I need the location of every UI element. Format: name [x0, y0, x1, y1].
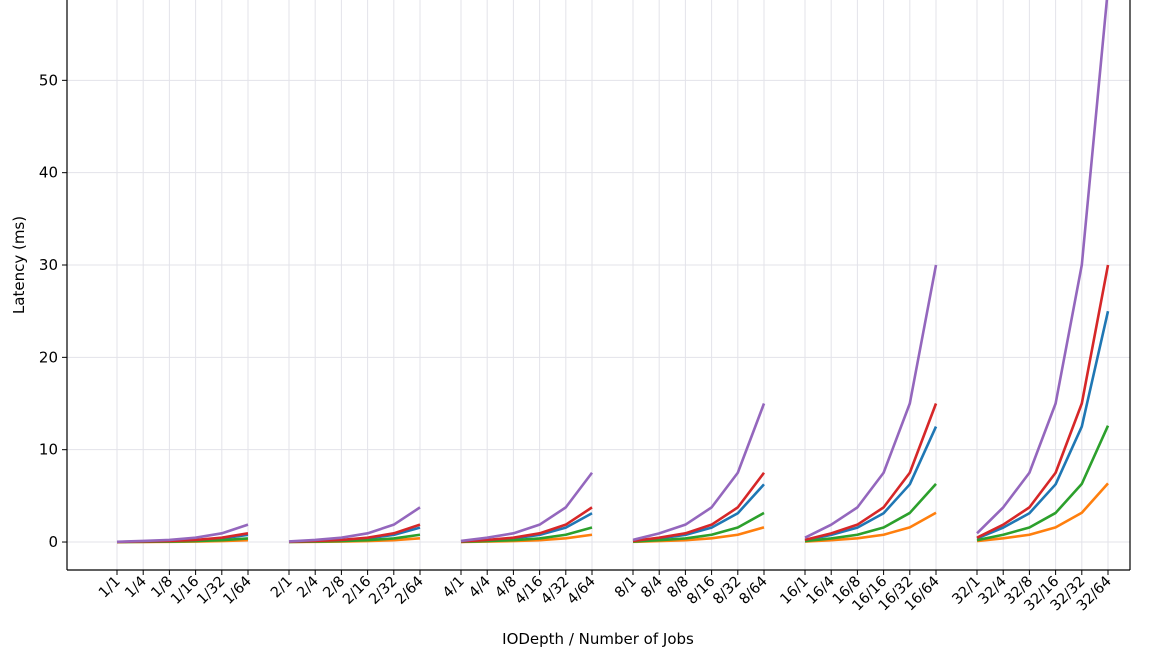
x-tick-label: 2/4 [294, 574, 322, 602]
x-axis-label: IODepth / Number of Jobs [502, 630, 694, 648]
series-0-group-5-line [976, 310, 1110, 540]
x-tick-label: 2/32 [366, 574, 400, 608]
y-tick-label: 0 [48, 533, 58, 551]
grid [67, 0, 1130, 570]
x-tick-label: 16/1 [777, 574, 811, 608]
series-3-group-3-line [632, 471, 766, 543]
series-4-group-2-line [460, 471, 594, 543]
x-tick-label: 4/32 [538, 574, 572, 608]
x-tick-label: 2/64 [392, 574, 426, 608]
x-tick-label: 1/32 [194, 574, 228, 608]
y-tick-label: 30 [39, 256, 58, 274]
y-tick-label: 40 [39, 164, 58, 182]
series-3-group-5-line [976, 264, 1110, 539]
x-tick-label: 8/4 [638, 574, 666, 602]
series-3-group-4-line [804, 403, 938, 542]
y-tick-label: 10 [39, 441, 58, 459]
x-tick-label: 1/1 [96, 574, 124, 602]
x-tick-label: 16/4 [804, 574, 838, 608]
series-2-group-3-line [632, 511, 765, 543]
x-tick-label: 8/32 [710, 574, 744, 608]
y-tick-label: 50 [39, 71, 58, 89]
series-4-group-0-line [116, 523, 249, 544]
series-4-group-1-line [288, 506, 421, 543]
x-tick-label: 32/4 [976, 574, 1010, 608]
series-4-group-5-line [976, 0, 1109, 535]
x-tick-label: 2/16 [340, 574, 374, 608]
x-tick-label: 2/1 [268, 574, 296, 602]
x-tick-label: 8/16 [684, 574, 718, 608]
x-tick-label: 8/64 [736, 574, 770, 608]
series-2-group-4-line [804, 482, 937, 543]
x-tick-label: 4/1 [440, 574, 468, 602]
x-tick-label: 8/1 [612, 574, 640, 602]
series-2-group-5-line [976, 425, 1110, 542]
series-4-group-3-line [632, 403, 766, 542]
y-axis-label: Latency (ms) [10, 216, 28, 314]
y-tick-label: 20 [39, 348, 58, 366]
x-tick-label: 1/16 [168, 574, 202, 608]
series-1-group-5-line [976, 482, 1109, 543]
x-tick-label: 4/4 [466, 574, 494, 602]
x-tick-label: 1/64 [220, 574, 254, 608]
x-tick-label: 4/16 [512, 574, 546, 608]
x-tick-label: 32/1 [949, 574, 983, 608]
series-3-group-2-line [460, 506, 593, 543]
series-lines [116, 0, 1110, 544]
x-tick-label: 1/4 [122, 574, 150, 602]
series-1-group-4-line [804, 511, 937, 543]
series-4-group-4-line [804, 264, 938, 539]
x-tick-label: 4/64 [564, 574, 598, 608]
